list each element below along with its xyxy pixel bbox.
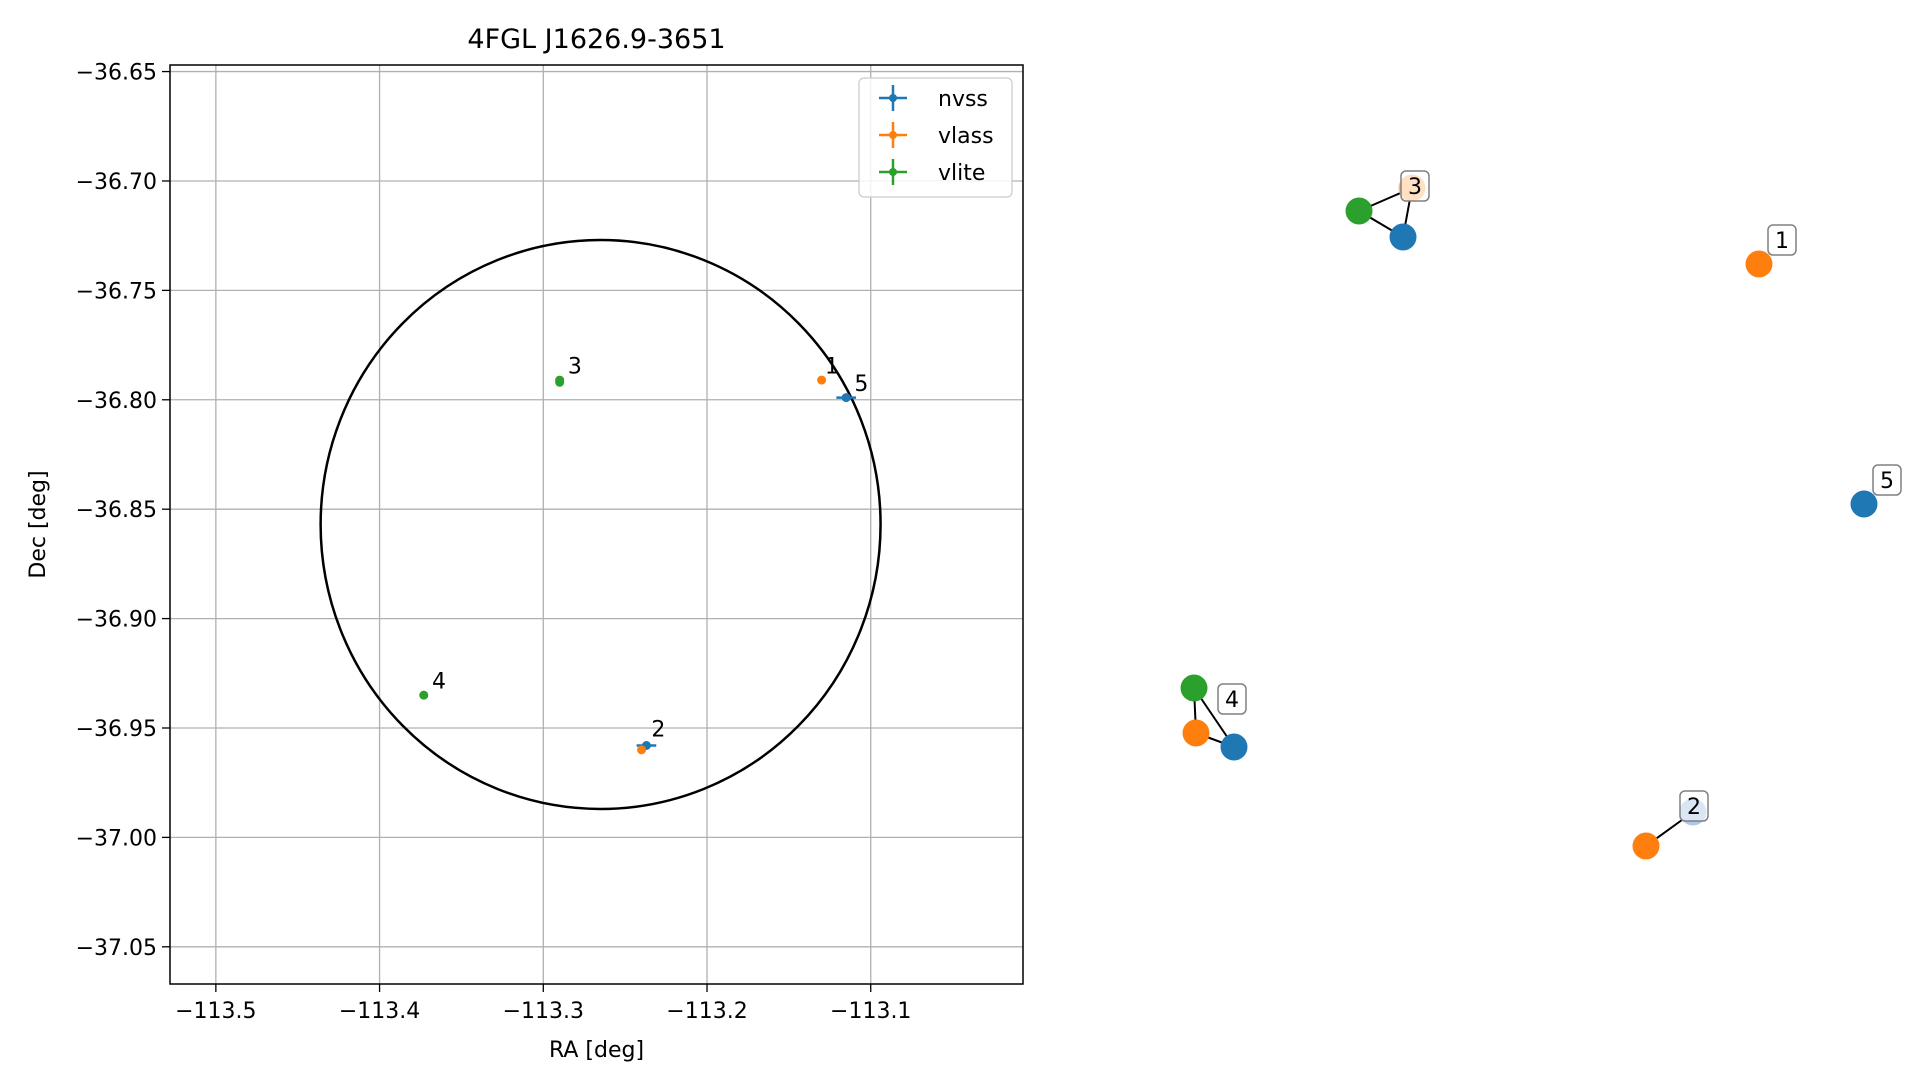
x-tick-label: −113.1	[830, 999, 911, 1024]
y-axis-ticks: −36.65 −36.70 −36.75 −36.80 −36.85 −36.90 −36.…	[76, 61, 170, 961]
points-layer	[419, 375, 857, 755]
y-tick-label: −36.80	[76, 389, 157, 414]
x-tick-label: −113.5	[175, 999, 256, 1024]
y-tick-label: −36.85	[76, 498, 157, 523]
data-point-vlite	[419, 690, 429, 700]
point-annotation: 5	[854, 372, 868, 397]
x-tick-label: −113.2	[666, 999, 747, 1024]
legend-marker-dot	[889, 168, 897, 176]
network-node-label: 1	[1775, 229, 1789, 254]
network-node-label-box	[1679, 790, 1709, 822]
network-node-label: 2	[1687, 795, 1701, 820]
network-edges	[1193, 187, 1694, 847]
legend: nvss vlass vlite	[858, 77, 1013, 198]
y-tick-label: −36.70	[76, 170, 157, 195]
y-tick-label: −36.90	[76, 608, 157, 633]
y-tick-label: −36.75	[76, 279, 157, 304]
legend-label-nvss: nvss	[938, 87, 988, 112]
network-node	[1182, 719, 1210, 747]
axes-frame	[169, 64, 1024, 985]
annotations-layer: 1 2 3 4 5	[432, 355, 868, 743]
legend-label-vlass: vlass	[938, 124, 994, 149]
network-node-label-box	[1872, 464, 1902, 496]
y-tick-label: −36.65	[76, 61, 157, 86]
point-annotation: 2	[651, 718, 665, 743]
network-nodes	[1180, 174, 1878, 860]
point-annotation: 1	[825, 355, 839, 380]
x-tick-label: −113.4	[339, 999, 420, 1024]
data-point-vlite	[555, 377, 565, 387]
network-labels: 3 1 5 4 2	[1217, 170, 1902, 822]
legend-box	[858, 77, 1013, 198]
network-node	[1180, 674, 1208, 702]
network-node	[1850, 490, 1878, 518]
point-annotation: 3	[568, 355, 582, 380]
legend-label-vlite: vlite	[938, 161, 985, 186]
network-node	[1345, 197, 1373, 225]
network-node	[1632, 832, 1660, 860]
x-axis-label: RA [deg]	[549, 1038, 644, 1063]
network-node	[1220, 733, 1248, 761]
network-node	[1389, 223, 1417, 251]
y-axis-label: Dec [deg]	[26, 470, 51, 578]
y-tick-label: −37.00	[76, 826, 157, 851]
network-graph-panel: 3 1 5 4 2	[1180, 170, 1902, 860]
x-tick-label: −113.3	[503, 999, 584, 1024]
network-node-label: 5	[1880, 469, 1894, 494]
point-annotation: 4	[432, 670, 446, 695]
data-point-vlass	[817, 375, 827, 385]
data-point-vlass	[637, 745, 647, 755]
data-point-nvss	[841, 393, 851, 403]
region-layer	[319, 238, 882, 811]
network-node-label-box	[1217, 683, 1247, 715]
network-node-label: 4	[1225, 688, 1239, 713]
network-node-label-box	[1767, 224, 1797, 256]
x-axis-ticks: −113.5 −113.4 −113.3 −113.2 −113.1	[175, 984, 911, 1024]
legend-marker-dot	[889, 94, 897, 102]
legend-marker-dot	[889, 131, 897, 139]
grid-lines	[170, 65, 1023, 984]
localization-ellipse	[319, 238, 882, 811]
network-node	[1745, 250, 1773, 278]
y-tick-label: −36.95	[76, 717, 157, 742]
chart-title: 4FGL J1626.9-3651	[467, 24, 725, 55]
y-tick-label: −37.05	[76, 936, 157, 961]
scatter-plot-panel: 1 2 3 4 5 −113.5 −113.4 −113.3 −113.2 −113.1 −36…	[26, 24, 1024, 1063]
network-node-label-box	[1400, 170, 1430, 202]
network-node-label: 3	[1408, 175, 1422, 200]
